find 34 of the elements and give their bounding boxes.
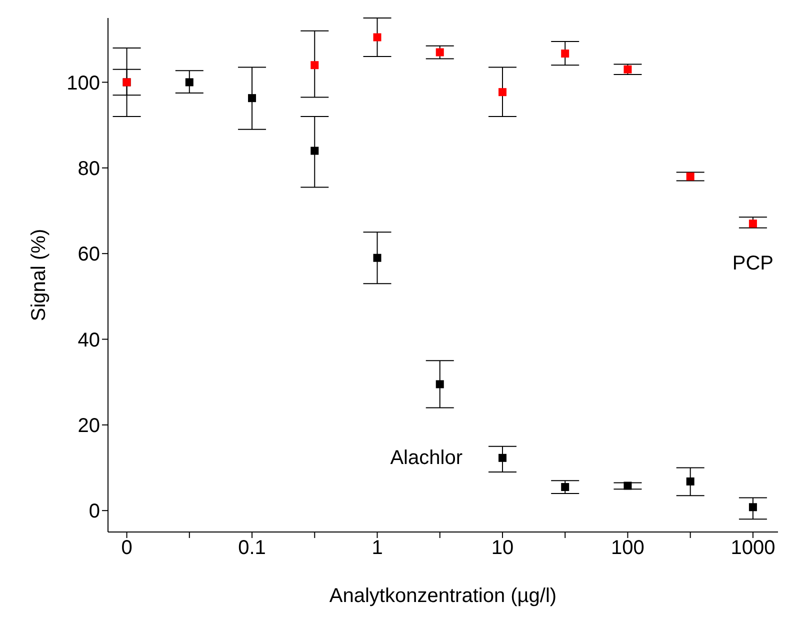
x-tick-label: 0 [121,537,132,560]
point [686,172,694,180]
x-tick-label: 1000 [730,537,776,560]
x-tick-label: 0.1 [238,537,266,560]
point [248,94,256,102]
point [498,454,506,462]
point [185,78,194,86]
y-tick-label: 100 [66,72,100,94]
y-tick-label: 80 [78,158,100,180]
point [436,380,444,388]
x-tick-label: 1 [372,537,383,560]
point [561,50,570,58]
y-tick-label: 0 [88,500,100,523]
point [310,61,319,70]
point [686,477,694,486]
point [498,88,506,96]
point [373,254,382,262]
x-tick-label: 10 [491,537,514,560]
point [748,503,757,512]
x-tick-label: 100 [611,537,644,560]
point [624,482,632,490]
point [310,146,319,155]
y-axis-title: Signal (%) [28,228,50,322]
series-label: PCP [732,252,774,275]
y-tick-label: 20 [78,415,100,438]
x-axis-title: Analytkonzentration (µg/l) [329,585,557,607]
point [436,48,444,56]
series-label: Alachlor [390,446,463,469]
y-tick-label: 40 [78,329,100,352]
point [373,33,382,42]
point [748,220,757,228]
point [561,483,570,492]
y-tick-label: 60 [78,244,100,266]
point [624,65,632,74]
